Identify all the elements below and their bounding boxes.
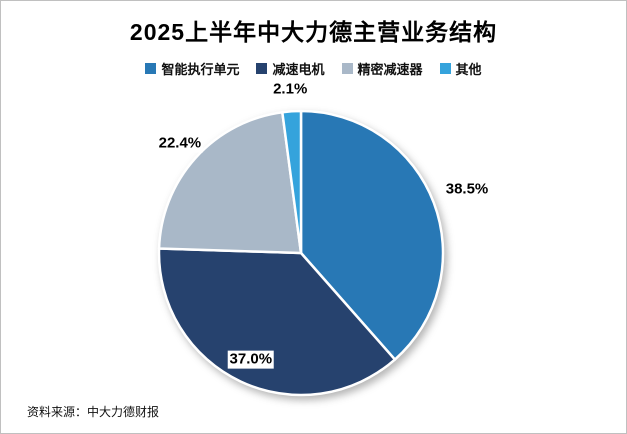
legend-label: 减速电机 xyxy=(272,62,325,77)
slice-label-1: 37.0% xyxy=(227,350,275,369)
slice-label-0: 38.5% xyxy=(443,180,491,200)
legend-item-0: 智能执行单元 xyxy=(145,59,239,78)
legend-swatch-icon xyxy=(145,63,157,74)
legend-swatch-icon xyxy=(439,63,451,74)
pie-slice-3 xyxy=(281,109,303,255)
pie-slice-1 xyxy=(157,247,397,397)
legend-label: 精密减速器 xyxy=(357,62,423,77)
legend-item-2: 精密减速器 xyxy=(341,59,423,78)
slice-label-2: 22.4% xyxy=(156,134,204,153)
source-note: 资料来源：中大力德财报 xyxy=(27,405,160,419)
pie-slice-0 xyxy=(299,109,445,361)
legend-item-1: 减速电机 xyxy=(256,59,325,78)
chart-title: 2025上半年中大力德主营业务结构 xyxy=(129,19,498,45)
pie-slice-2 xyxy=(157,110,303,255)
legend-swatch-icon xyxy=(256,63,268,74)
legend-label: 其他 xyxy=(455,62,482,77)
legend-swatch-icon xyxy=(341,63,353,74)
slice-label-3: 2.1% xyxy=(271,80,310,100)
legend-label: 智能执行单元 xyxy=(161,62,240,77)
legend: 智能执行单元 减速电机 精密减速器 其他 xyxy=(1,59,626,78)
legend-item-3: 其他 xyxy=(439,59,482,78)
